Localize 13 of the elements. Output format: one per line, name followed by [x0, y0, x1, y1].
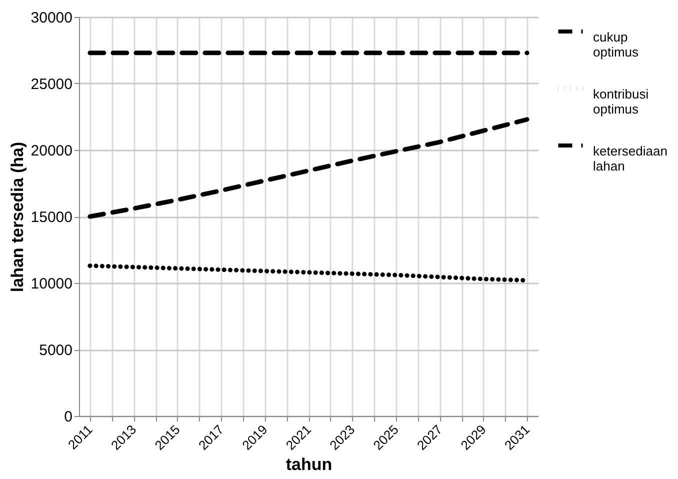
y-axis-title: lahan tersedia (ha) [8, 142, 27, 292]
y-tick-label: 10000 [30, 276, 72, 292]
legend-label: ketersediaan lahan [593, 144, 668, 174]
legend-label: cukup optimus [593, 30, 640, 60]
y-tick-label: 5000 [39, 342, 72, 359]
y-tick-label: 30000 [30, 10, 72, 26]
x-axis-title: tahun [286, 454, 332, 474]
line-series [88, 117, 530, 219]
legend-label: kontribusi optimus [593, 86, 649, 116]
y-tick-label: 25000 [30, 76, 72, 93]
y-tick-label: 0 [64, 408, 72, 426]
y-tick-label: 15000 [30, 209, 72, 226]
y-tick-label: 20000 [30, 142, 72, 160]
